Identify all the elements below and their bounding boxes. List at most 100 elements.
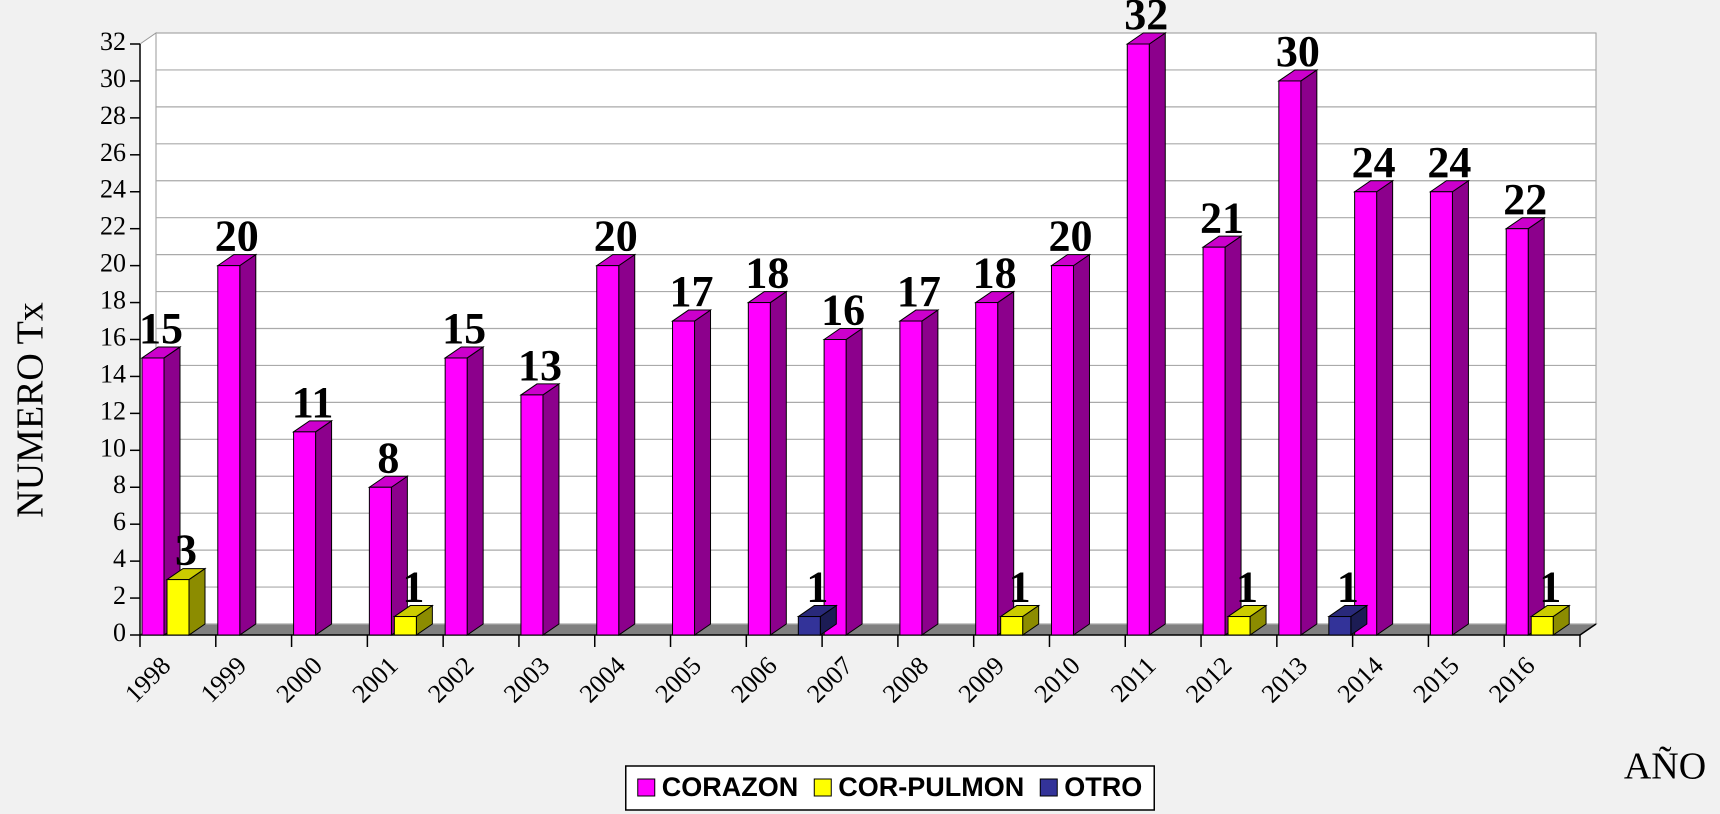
- y-tick-label: 26: [100, 138, 126, 167]
- data-label: 15: [442, 304, 486, 353]
- bar-front: [217, 265, 241, 636]
- bar-front: [1278, 80, 1302, 636]
- legend-label: COR-PULMON: [838, 772, 1024, 802]
- bar: [140, 346, 182, 636]
- data-label: 20: [215, 212, 259, 261]
- bar-front: [293, 431, 317, 636]
- bar: [519, 382, 561, 636]
- y-tick-label: 8: [113, 470, 126, 499]
- legend-label: OTRO: [1064, 772, 1142, 802]
- bar-front: [368, 486, 392, 636]
- y-tick-label: 20: [100, 249, 126, 278]
- bar: [796, 604, 838, 636]
- data-label: 18: [745, 249, 789, 298]
- bar: [746, 290, 788, 636]
- y-tick-label: 18: [100, 286, 126, 315]
- bar-front: [1328, 616, 1352, 636]
- bar-front: [975, 302, 999, 636]
- y-tick-label: 4: [113, 544, 126, 573]
- data-label: 1: [1539, 563, 1561, 612]
- y-tick-label: 28: [100, 101, 126, 130]
- bar: [1277, 68, 1319, 636]
- bar-side: [618, 253, 636, 636]
- bar-front: [1530, 616, 1554, 636]
- bar-front: [1227, 616, 1251, 636]
- data-label: 1: [806, 563, 828, 612]
- bar: [1428, 179, 1471, 636]
- y-tick-label: 14: [100, 359, 126, 388]
- data-label: 20: [1048, 212, 1092, 261]
- bar-front: [1202, 246, 1226, 636]
- bar-side: [466, 346, 484, 636]
- bar-side: [921, 309, 939, 636]
- data-label: 8: [377, 433, 399, 482]
- y-tick-label: 24: [100, 175, 126, 204]
- legend-box: [625, 765, 1155, 811]
- bar-front: [520, 394, 544, 636]
- legend-label: CORAZON: [662, 772, 799, 802]
- bar-front: [444, 357, 468, 636]
- bar-side: [239, 253, 257, 636]
- bar-front: [1354, 191, 1378, 636]
- x-axis-end: [1579, 623, 1597, 636]
- x-axis-label: AÑO: [1624, 746, 1706, 788]
- bar-front: [823, 339, 847, 636]
- bar: [898, 309, 940, 636]
- data-label: 18: [973, 249, 1017, 298]
- bar: [216, 253, 258, 636]
- data-label: 11: [292, 378, 334, 427]
- legend-swatch: [1039, 778, 1058, 797]
- bar-side: [1148, 32, 1166, 636]
- bar: [1353, 179, 1395, 636]
- data-label: 1: [402, 563, 424, 612]
- bar-side: [1451, 179, 1469, 636]
- bar-front: [1505, 228, 1529, 636]
- y-tick-label: 30: [100, 64, 126, 93]
- data-label: 24: [1352, 138, 1396, 187]
- bar: [1504, 216, 1546, 636]
- bar: [595, 253, 637, 636]
- data-label: 1: [1236, 563, 1258, 612]
- data-label: 30: [1276, 27, 1320, 76]
- data-label: 21: [1200, 193, 1244, 242]
- bar: [1201, 235, 1243, 636]
- bar: [1125, 32, 1167, 636]
- bar-front: [1000, 616, 1024, 636]
- bar-front: [797, 616, 821, 636]
- data-label: 15: [139, 304, 183, 353]
- bar-side: [1300, 68, 1318, 636]
- bar: [1529, 604, 1571, 636]
- bar-front: [1429, 191, 1453, 636]
- bar: [999, 604, 1041, 636]
- bar-front: [899, 320, 923, 636]
- bar-side: [769, 290, 787, 636]
- bar-side: [188, 567, 206, 636]
- data-label: 32: [1124, 0, 1168, 39]
- y-tick-label: 10: [100, 433, 126, 462]
- bar-front: [166, 579, 190, 636]
- y-tick-label: 16: [100, 322, 126, 351]
- data-label: 24: [1427, 138, 1471, 187]
- bar-side: [1376, 179, 1394, 636]
- data-label: 1: [1009, 563, 1031, 612]
- bar-side: [315, 419, 333, 636]
- bar-front: [747, 302, 771, 636]
- data-label: 13: [518, 341, 562, 390]
- data-label: 22: [1503, 175, 1547, 224]
- data-label: 17: [670, 267, 714, 316]
- bar-side: [1072, 253, 1090, 636]
- y-axis-label: NUMERO Tx: [10, 302, 52, 518]
- bar-front: [1126, 43, 1150, 636]
- data-label: 16: [821, 286, 865, 335]
- bar: [1049, 253, 1092, 636]
- data-label: 17: [897, 267, 941, 316]
- bar: [1327, 604, 1369, 636]
- y-tick-label: 2: [113, 581, 126, 610]
- bar: [392, 604, 434, 636]
- bar: [291, 419, 334, 636]
- bar-side: [542, 382, 560, 636]
- y-tick-label: 6: [113, 507, 126, 536]
- y-tick-label: 22: [100, 212, 126, 241]
- bar: [165, 567, 207, 636]
